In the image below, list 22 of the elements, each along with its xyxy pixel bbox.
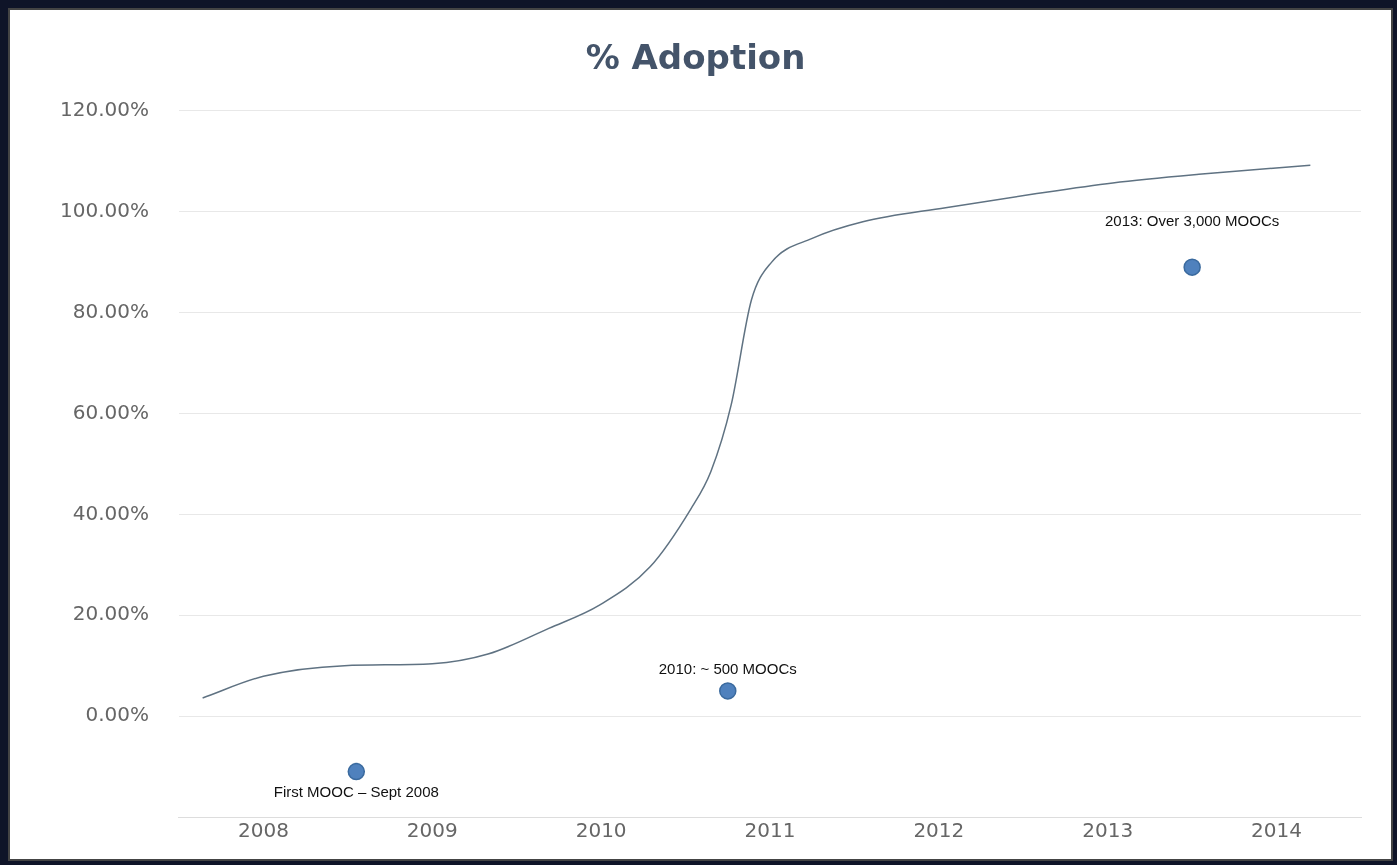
x-tick-label: 2009 xyxy=(406,818,458,843)
point xyxy=(1183,258,1201,276)
y-tick-label: 0.00% xyxy=(85,702,149,727)
point xyxy=(347,762,366,781)
y-tick-label: 60.00% xyxy=(72,399,149,424)
y-tick-label: 20.00% xyxy=(72,601,149,626)
y-tick-label: 80.00% xyxy=(72,298,149,323)
y-tick-label: 120.00% xyxy=(60,97,149,121)
y-tick-label: 40.00% xyxy=(72,500,149,525)
x-tick-label: 2012 xyxy=(913,818,965,843)
x-tick-label: 2013 xyxy=(1082,818,1134,843)
x-tick-label: 2014 xyxy=(1251,818,1303,843)
x-tick-label: 2011 xyxy=(744,818,796,843)
chart-title: % Adoption xyxy=(585,37,806,78)
y-tick-label: 100.00% xyxy=(60,197,149,222)
annotation: 2010: ~ 500 MOOCs xyxy=(658,659,797,677)
point xyxy=(719,682,737,700)
line-series xyxy=(201,164,1312,699)
x-tick-label: 2008 xyxy=(237,818,289,843)
x-tick-label: 2010 xyxy=(575,818,627,843)
annotation: 2013: Over 3,000 MOOCs xyxy=(1105,211,1280,229)
annotation: First MOOC – Sept 2008 xyxy=(273,783,439,801)
